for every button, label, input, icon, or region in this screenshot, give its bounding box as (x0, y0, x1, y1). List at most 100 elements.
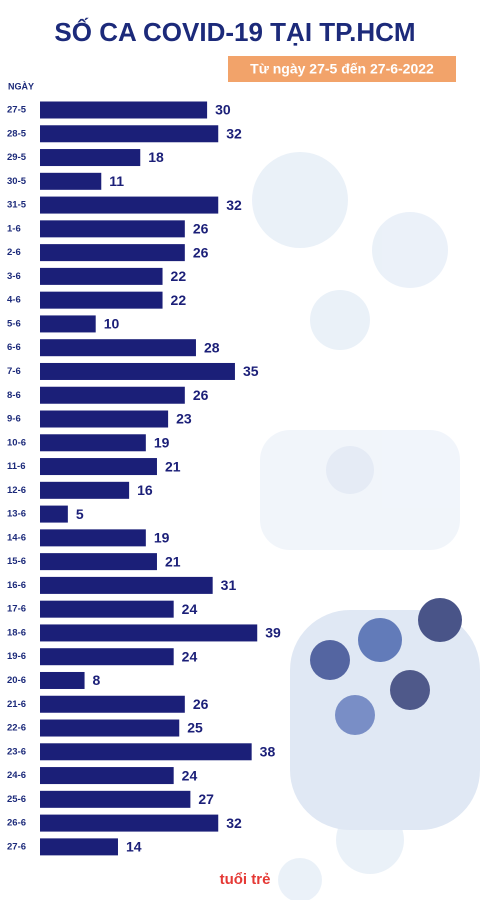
value-label: 18 (148, 149, 164, 165)
value-label: 23 (176, 411, 192, 427)
value-label: 26 (193, 221, 209, 237)
category-label: 26-6 (7, 818, 26, 829)
bar (40, 267, 163, 285)
bar (40, 505, 68, 523)
category-label: 24-6 (7, 770, 26, 781)
category-label: 30-5 (7, 176, 27, 187)
category-label: 20-6 (7, 675, 26, 686)
category-label: 27-6 (7, 841, 26, 852)
subtitle: Từ ngày 27-5 đến 27-6-2022 (250, 61, 434, 77)
value-label: 11 (109, 173, 124, 189)
category-label: 17-6 (7, 604, 26, 615)
category-label: 9-6 (7, 414, 21, 425)
bar (40, 125, 219, 143)
bar (40, 410, 169, 428)
bar (40, 458, 157, 476)
value-label: 24 (182, 601, 198, 617)
value-label: 35 (243, 363, 259, 379)
category-label: 28-5 (7, 128, 27, 139)
bar (40, 719, 180, 737)
category-label: 16-6 (7, 580, 26, 591)
category-label: 8-6 (7, 390, 21, 401)
category-label: 7-6 (7, 366, 21, 377)
bar (40, 244, 185, 262)
bar (40, 386, 185, 404)
chart-title: SỐ CA COVID-19 TẠI TP.HCM (54, 17, 415, 47)
value-label: 39 (265, 625, 281, 641)
category-label: 10-6 (7, 437, 26, 448)
value-label: 32 (226, 815, 242, 831)
value-label: 38 (260, 743, 276, 759)
value-label: 24 (182, 648, 198, 664)
category-label: 31-5 (7, 200, 27, 211)
bar (40, 743, 252, 761)
bar (40, 315, 96, 333)
bar (40, 481, 130, 499)
category-label: 15-6 (7, 556, 26, 567)
bar (40, 838, 118, 856)
category-label: 13-6 (7, 509, 26, 520)
bar (40, 648, 174, 666)
subtitle-box (228, 56, 456, 82)
bar (40, 291, 163, 309)
value-label: 10 (104, 316, 120, 332)
source-logo: tuổi trẻ (220, 871, 271, 888)
category-label: 11-6 (7, 461, 26, 472)
bar (40, 220, 185, 238)
value-label: 8 (93, 672, 101, 688)
bar (40, 529, 146, 547)
category-label: 22-6 (7, 723, 26, 734)
value-label: 27 (198, 791, 214, 807)
value-label: 14 (126, 839, 142, 855)
value-label: 28 (204, 339, 220, 355)
value-label: 21 (165, 553, 181, 569)
value-label: 24 (182, 767, 198, 783)
category-label: 14-6 (7, 532, 26, 543)
bar (40, 149, 141, 167)
category-label: 25-6 (7, 794, 26, 805)
bar (40, 767, 174, 785)
value-label: 5 (76, 506, 84, 522)
bar (40, 362, 235, 380)
value-label: 25 (187, 720, 203, 736)
category-label: 27-5 (7, 105, 27, 116)
value-label: 19 (154, 434, 170, 450)
bar (40, 790, 191, 808)
value-label: 22 (171, 268, 187, 284)
category-label: 4-6 (7, 295, 21, 306)
category-label: 12-6 (7, 485, 26, 496)
value-label: 31 (221, 577, 237, 593)
bar (40, 671, 85, 689)
bar (40, 434, 146, 452)
category-label: 5-6 (7, 318, 21, 329)
value-label: 26 (193, 244, 209, 260)
value-label: 32 (226, 125, 242, 141)
bar (40, 695, 185, 713)
value-label: 26 (193, 387, 209, 403)
value-label: 26 (193, 696, 209, 712)
category-label: 21-6 (7, 699, 26, 710)
bar (40, 339, 196, 357)
value-label: 22 (171, 292, 187, 308)
category-label: 19-6 (7, 651, 26, 662)
bar (40, 101, 208, 119)
category-label: 6-6 (7, 342, 21, 353)
category-label: 1-6 (7, 223, 21, 234)
value-label: 32 (226, 197, 242, 213)
bar (40, 576, 213, 594)
decoration (252, 152, 480, 900)
value-label: 16 (137, 482, 153, 498)
bar (40, 600, 174, 618)
axis-label: NGÀY (8, 81, 34, 91)
value-label: 21 (165, 458, 181, 474)
value-label: 19 (154, 530, 170, 546)
bar (40, 196, 219, 214)
bar (40, 553, 157, 571)
category-label: 23-6 (7, 746, 26, 757)
value-label: 30 (215, 102, 231, 118)
category-label: 2-6 (7, 247, 21, 258)
bar (40, 624, 258, 642)
bar (40, 172, 102, 190)
bar (40, 814, 219, 832)
